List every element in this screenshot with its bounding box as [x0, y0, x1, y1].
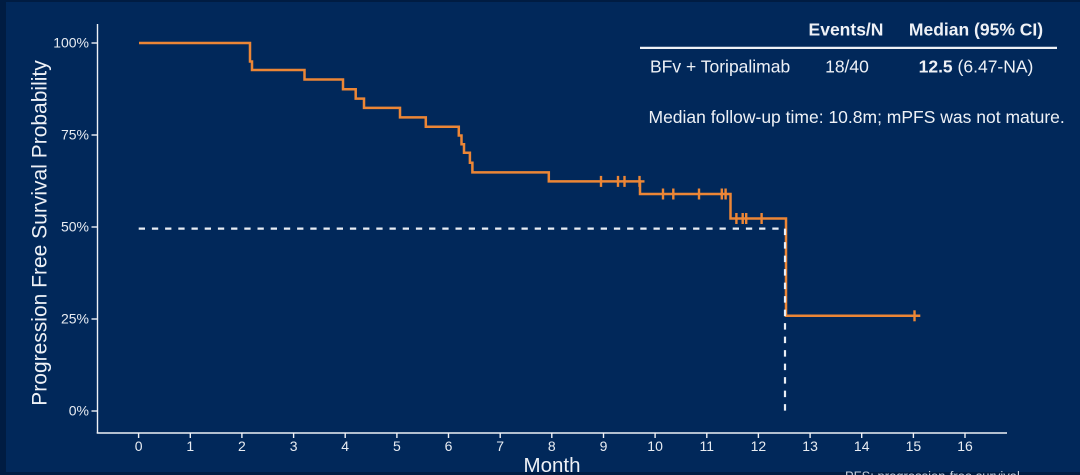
svg-text:10: 10 [647, 438, 663, 454]
svg-text:Median follow-up time: 10.8m;: Median follow-up time: 10.8m; mPFS was n… [649, 107, 1065, 127]
svg-text:18/40: 18/40 [825, 56, 869, 76]
svg-text:0%: 0% [69, 403, 89, 419]
svg-text:9: 9 [600, 438, 608, 454]
svg-text:6: 6 [445, 438, 453, 454]
svg-text:13: 13 [802, 438, 818, 454]
svg-text:15: 15 [906, 438, 922, 454]
svg-text:4: 4 [341, 438, 349, 454]
svg-text:Events/N: Events/N [809, 20, 884, 40]
svg-text:75%: 75% [61, 127, 89, 143]
svg-text:11: 11 [700, 438, 715, 454]
svg-text:PFS: progression-free survival: PFS: progression-free survival [845, 469, 1020, 475]
svg-text:Median (95% CI): Median (95% CI) [909, 20, 1043, 40]
svg-text:100%: 100% [53, 35, 89, 51]
svg-text:5: 5 [393, 438, 401, 454]
svg-text:Month: Month [524, 454, 581, 475]
svg-text:BFv + Toripalimab: BFv + Toripalimab [650, 56, 790, 76]
svg-text:16: 16 [957, 438, 973, 454]
svg-text:1: 1 [186, 438, 194, 454]
svg-text:Progression Free Survival Prob: Progression Free Survival Probability [29, 60, 52, 406]
svg-text:25%: 25% [61, 311, 89, 327]
svg-text:2: 2 [238, 438, 246, 454]
svg-text:12.5 (6.47-NA): 12.5 (6.47-NA) [919, 56, 1034, 76]
svg-text:12: 12 [751, 438, 767, 454]
svg-text:0: 0 [135, 438, 143, 454]
svg-text:7: 7 [496, 438, 504, 454]
svg-text:3: 3 [290, 438, 298, 454]
svg-text:50%: 50% [61, 219, 89, 235]
svg-text:8: 8 [548, 438, 556, 454]
svg-text:14: 14 [854, 438, 870, 454]
